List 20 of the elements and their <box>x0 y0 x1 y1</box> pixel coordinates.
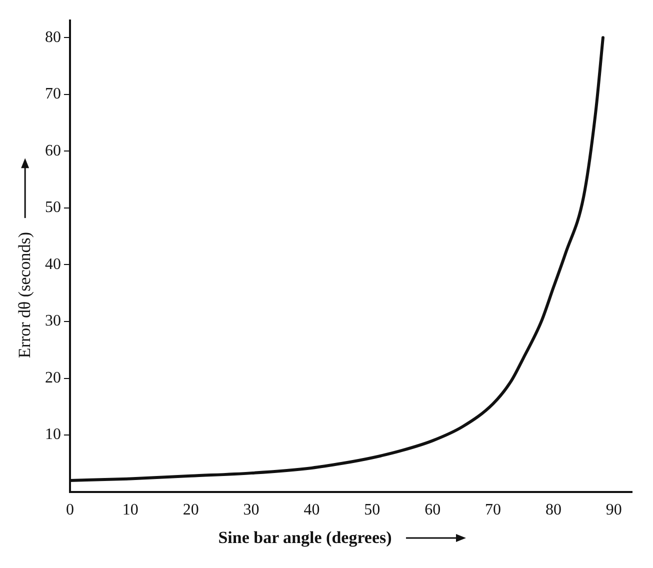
x-tick-label: 0 <box>66 502 74 519</box>
x-axis-title: Sine bar angle (degrees) <box>218 528 392 548</box>
y-tick-label: 20 <box>45 369 61 386</box>
x-tick-label: 80 <box>545 502 562 519</box>
x-tick-label: 10 <box>122 502 138 519</box>
y-tick-label: 70 <box>45 86 61 103</box>
x-tick-label: 60 <box>424 502 441 519</box>
y-tick-label: 50 <box>45 199 61 216</box>
y-tick-label: 80 <box>45 28 61 46</box>
y-tick-label: 40 <box>45 256 61 273</box>
x-tick-label: 30 <box>243 502 260 519</box>
y-axis-title: Error dθ (seconds) <box>15 232 35 358</box>
y-tick-label: 60 <box>45 142 61 160</box>
x-tick-label: 40 <box>304 502 320 519</box>
x-tick-label: 90 <box>606 502 622 519</box>
x-tick-label: 20 <box>182 502 199 519</box>
x-tick-label: 70 <box>485 502 502 519</box>
y-tick-label: 30 <box>45 312 61 330</box>
x-tick-label: 50 <box>364 502 380 519</box>
y-tick-label: 10 <box>45 426 61 444</box>
